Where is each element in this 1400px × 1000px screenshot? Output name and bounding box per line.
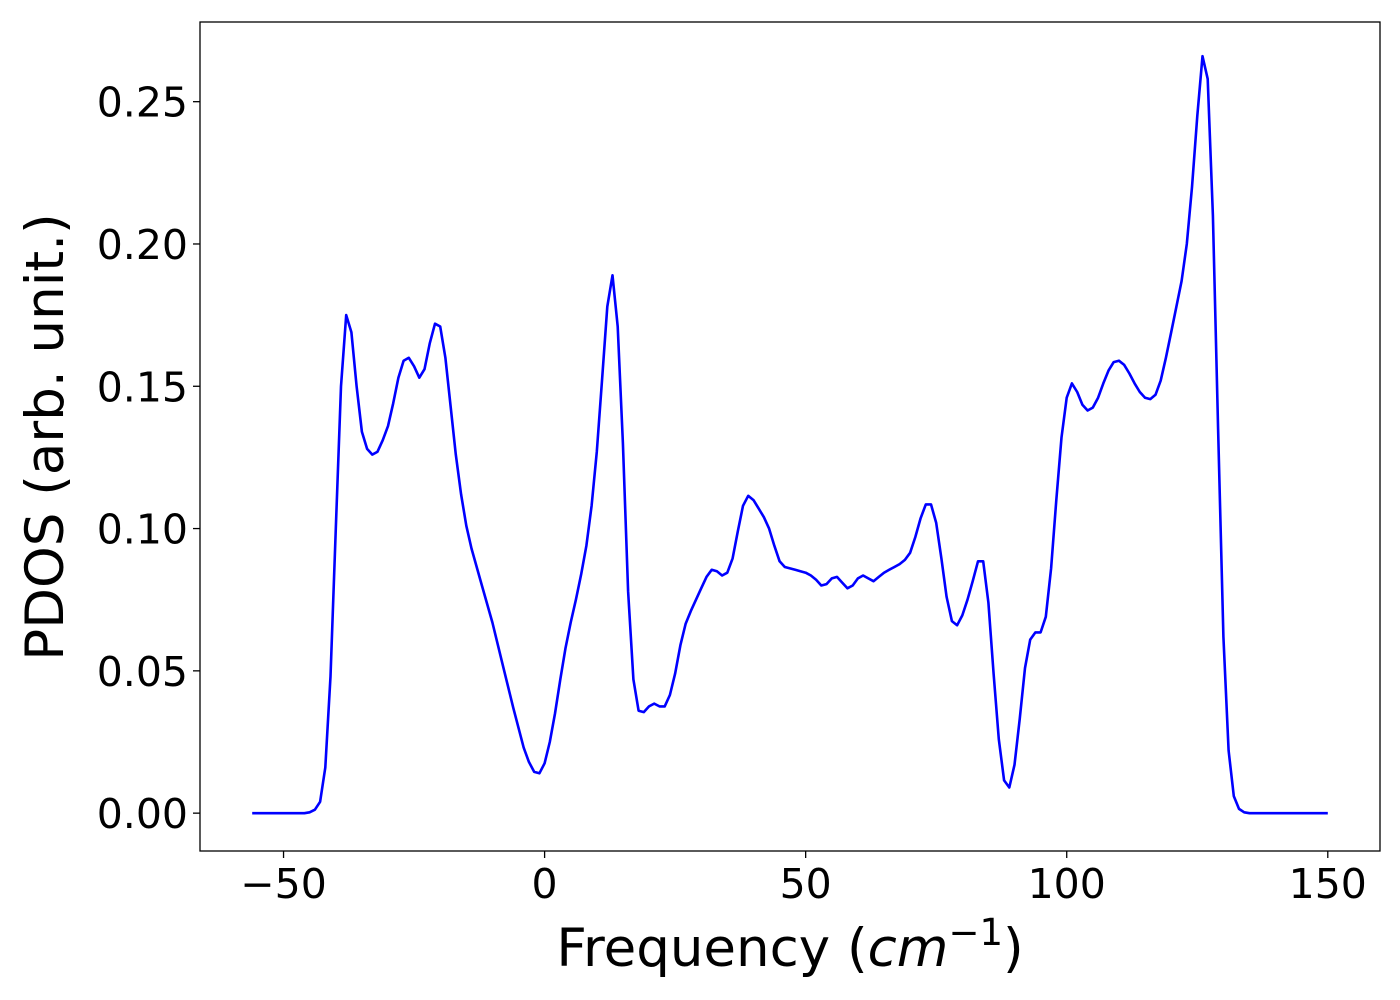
x-tick-label: 50: [780, 860, 832, 908]
x-tick-label: 150: [1289, 860, 1367, 908]
x-axis-title: Frequency (cm−1): [556, 911, 1023, 979]
y-tick-label: 0.10: [97, 506, 188, 554]
x-tick-label: −50: [240, 860, 327, 908]
x-tick-label: 100: [1028, 860, 1106, 908]
y-tick-label: 0.00: [97, 790, 188, 838]
y-tick-label: 0.25: [97, 79, 188, 127]
x-axis-ticks: −50 0 50 100 150: [240, 851, 1367, 908]
y-tick-label: 0.20: [97, 221, 188, 269]
y-axis-title: PDOS (arb. unit.): [15, 213, 76, 660]
pdos-series-line: [252, 54, 1328, 815]
y-tick-label: 0.15: [97, 363, 188, 411]
plot-frame: [199, 21, 1381, 852]
x-tick-label: 0: [532, 860, 558, 908]
y-axis-ticks: 0.00 0.05 0.10 0.15 0.20 0.25: [97, 79, 200, 838]
y-tick-label: 0.05: [97, 648, 188, 696]
